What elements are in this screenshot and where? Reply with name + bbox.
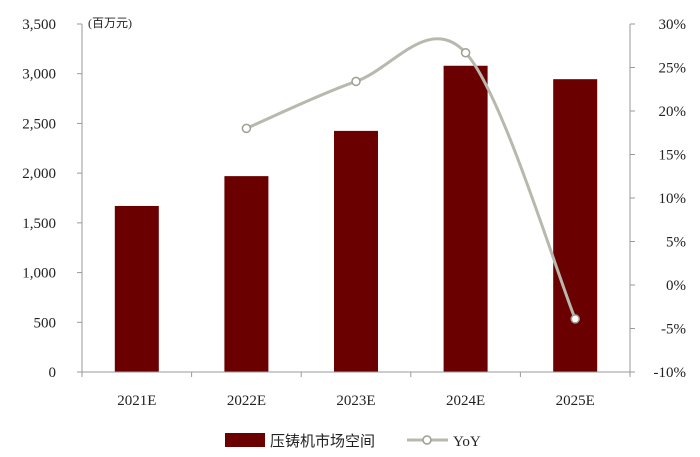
x-tick-label: 2025E: [556, 393, 595, 409]
right-tick-label: -10%: [654, 365, 687, 381]
left-axis-unit-label: (百万元): [88, 16, 132, 30]
left-tick-label: 1,000: [22, 266, 56, 282]
bar-2022E: [224, 176, 269, 372]
right-tick-label: 5%: [666, 235, 686, 251]
right-tick-label: 30%: [659, 17, 687, 33]
left-tick-label: 0: [49, 365, 57, 381]
x-tick-label: 2021E: [117, 393, 156, 409]
yoy-line-layer: [241, 37, 580, 324]
labels-layer: 0 500 1,000 1,500 2,000 2,500 3,000 3,500 -10% -5…: [22, 17, 686, 409]
yoy-point: [351, 76, 361, 87]
bars-layer: [114, 65, 598, 372]
axes-layer: [77, 23, 635, 377]
yoy-point: [460, 47, 471, 58]
left-tick-label: 500: [34, 315, 57, 331]
bar-2021E: [114, 205, 159, 372]
left-tick-label: 3,500: [22, 17, 56, 33]
bar-2023E: [334, 130, 378, 372]
yoy-point: [570, 314, 580, 324]
legend-swatch-bar: [225, 433, 265, 447]
yoy-line: [245, 37, 577, 320]
legend: 压铸机市场空间 YoY: [225, 433, 481, 450]
left-tick-label: 2,000: [22, 166, 56, 182]
x-tick-label: 2022E: [227, 393, 266, 409]
left-tick-label: 1,500: [22, 216, 56, 232]
right-tick-label: 25%: [659, 61, 687, 77]
legend-swatch-marker: [422, 435, 432, 445]
x-tick-label: 2023E: [336, 393, 375, 409]
right-tick-label: 20%: [659, 104, 687, 120]
bar-2024E: [443, 65, 488, 372]
yoy-point: [241, 123, 252, 134]
legend-label-bar: 压铸机市场空间: [270, 433, 375, 450]
right-tick-label: -5%: [661, 322, 686, 338]
left-tick-label: 3,000: [22, 67, 56, 83]
bar-2025E: [553, 79, 598, 372]
legend-label-line: YoY: [453, 434, 481, 450]
x-tick-label: 2024E: [446, 393, 485, 409]
right-tick-label: 15%: [659, 148, 687, 164]
right-tick-label: 0%: [666, 278, 686, 294]
right-tick-label: 10%: [659, 191, 687, 207]
left-tick-label: 2,500: [22, 116, 56, 132]
